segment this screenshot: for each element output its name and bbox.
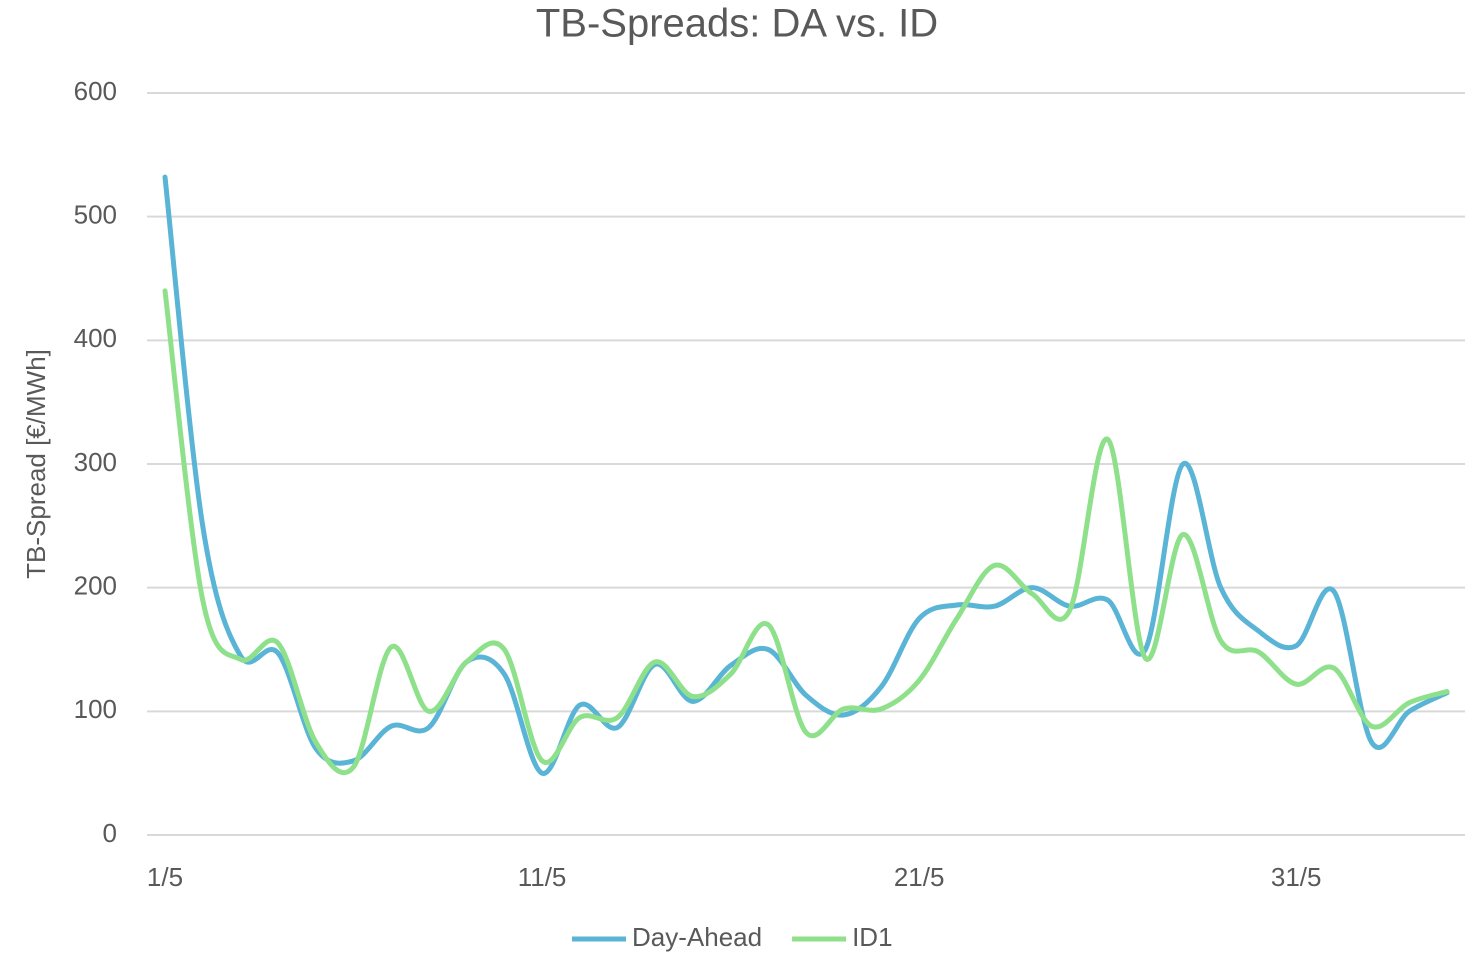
y-tick-label: 400 (74, 323, 117, 353)
y-tick-label: 300 (74, 447, 117, 477)
x-tick-label: 11/5 (518, 862, 567, 892)
y-tick-label: 200 (74, 571, 117, 601)
y-tick-label: 600 (74, 76, 117, 106)
legend-label: ID1 (852, 922, 892, 952)
x-tick-label: 21/5 (894, 862, 945, 892)
y-tick-label: 100 (74, 694, 117, 724)
x-tick-label: 31/5 (1271, 862, 1322, 892)
chart-title: TB-Spreads: DA vs. ID (536, 2, 938, 46)
line-series (162, 174, 1450, 776)
y-axis-label: TB-Spread [€/MWh] (21, 349, 51, 579)
y-tick-label: 0 (103, 818, 117, 848)
x-tick-label: 1/5 (147, 862, 183, 892)
legend-label: Day-Ahead (632, 922, 762, 952)
line-series (162, 288, 1450, 776)
y-tick-label: 500 (74, 200, 117, 230)
